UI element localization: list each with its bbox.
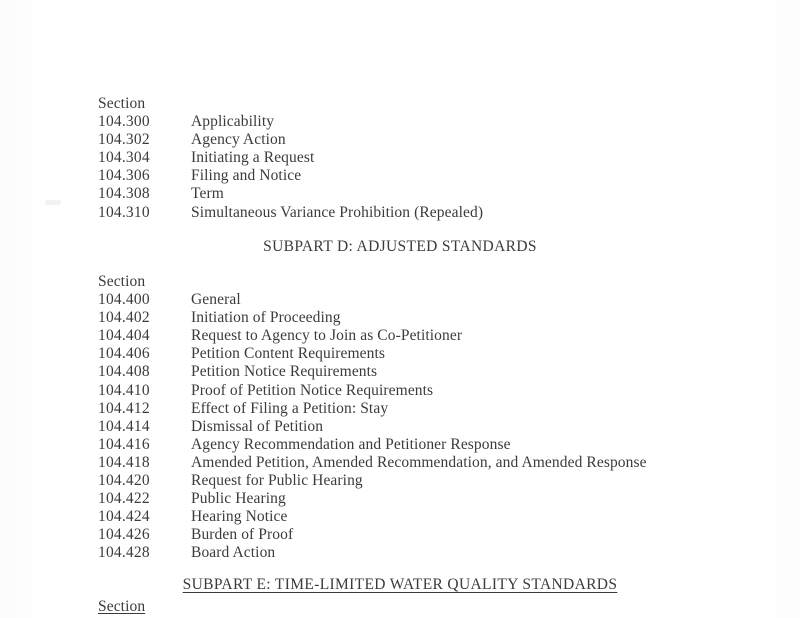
section-number: 104.308 — [98, 185, 150, 203]
table-row: 104.422 Public Hearing — [98, 490, 647, 508]
table-row: 104.304 Initiating a Request — [98, 149, 483, 167]
section-title: Effect of Filing a Petition: Stay — [191, 399, 389, 417]
section-title: Term — [191, 185, 224, 203]
table-row: 104.400 General — [98, 291, 647, 309]
section-number: 104.424 — [98, 508, 150, 526]
section-list-subpart-d: Section 104.400 General 104.402 Initiati… — [98, 273, 647, 563]
table-row: 104.426 Burden of Proof — [98, 526, 647, 544]
section-number: 104.420 — [98, 472, 150, 490]
section-number: 104.414 — [98, 417, 150, 435]
table-row: 104.300 Applicability — [98, 113, 483, 131]
section-number: 104.406 — [98, 345, 150, 363]
section-number: 104.404 — [98, 327, 150, 345]
section-number: 104.410 — [98, 381, 150, 399]
table-row: 104.404 Request to Agency to Join as Co-… — [98, 327, 647, 345]
section-number: 104.306 — [98, 167, 150, 185]
section-number: 104.300 — [98, 113, 150, 131]
section-title: Initiating a Request — [191, 149, 315, 167]
section-title: Amended Petition, Amended Recommendation… — [191, 453, 647, 471]
section-title: Request to Agency to Join as Co-Petition… — [191, 327, 463, 345]
scan-artifact-speck — [45, 200, 61, 205]
section-title: Initiation of Proceeding — [191, 309, 341, 327]
table-row: 104.416 Agency Recommendation and Petiti… — [98, 436, 647, 454]
table-row: 104.302 Agency Action — [98, 131, 483, 149]
subpart-e-heading-text: SUBPART E: TIME-LIMITED WATER QUALITY ST… — [182, 576, 618, 593]
table-row: 104.412 Effect of Filing a Petition: Sta… — [98, 400, 647, 418]
section-title: Dismissal of Petition — [191, 417, 324, 435]
table-row: 104.406 Petition Content Requirements — [98, 345, 647, 363]
section-number: 104.428 — [98, 544, 150, 562]
section-title: Hearing Notice — [191, 508, 288, 526]
section-number: 104.416 — [98, 435, 150, 453]
section-number: 104.422 — [98, 490, 150, 508]
table-row: 104.408 Petition Notice Requirements — [98, 363, 647, 381]
table-row: 104.420 Request for Public Hearing — [98, 472, 647, 490]
section-title: General — [191, 291, 241, 309]
section-title: Simultaneous Variance Prohibition (Repea… — [191, 203, 484, 221]
section-title: Public Hearing — [191, 490, 286, 508]
section-number: 104.302 — [98, 131, 150, 149]
section-title: Petition Notice Requirements — [191, 363, 378, 381]
section-title: Board Action — [191, 544, 276, 562]
section-title: Request for Public Hearing — [191, 472, 363, 490]
section-number: 104.408 — [98, 363, 150, 381]
section-number: 104.418 — [98, 453, 150, 471]
section-column-header-bottom: Section — [98, 598, 146, 615]
table-row: 104.410 Proof of Petition Notice Require… — [98, 382, 647, 400]
subpart-e-heading: SUBPART E: TIME-LIMITED WATER QUALITY ST… — [0, 576, 800, 594]
section-number: 104.412 — [98, 399, 150, 417]
section-title: Burden of Proof — [191, 526, 294, 544]
section-title: Applicability — [191, 113, 275, 131]
table-row: 104.306 Filing and Notice — [98, 167, 483, 185]
table-row: 104.424 Hearing Notice — [98, 508, 647, 526]
table-row: 104.428 Board Action — [98, 544, 647, 562]
section-title: Filing and Notice — [191, 167, 302, 185]
section-title: Agency Recommendation and Petitioner Res… — [191, 435, 511, 453]
section-number: 104.310 — [98, 203, 150, 221]
table-row: 104.414 Dismissal of Petition — [98, 418, 647, 436]
section-list-subpart-c-tail: Section 104.300 Applicability 104.302 Ag… — [98, 95, 483, 222]
section-column-header: Section — [98, 95, 146, 112]
section-number: 104.304 — [98, 149, 150, 167]
section-title: Petition Content Requirements — [191, 345, 386, 363]
section-number: 104.426 — [98, 526, 150, 544]
table-row: 104.310 Simultaneous Variance Prohibitio… — [98, 204, 483, 222]
section-column-header: Section — [98, 273, 146, 290]
table-row: 104.418 Amended Petition, Amended Recomm… — [98, 454, 647, 472]
section-title: Proof of Petition Notice Requirements — [191, 381, 434, 399]
section-number: 104.402 — [98, 309, 150, 327]
section-number: 104.400 — [98, 291, 150, 309]
subpart-d-heading: SUBPART D: ADJUSTED STANDARDS — [0, 238, 800, 256]
table-row: 104.308 Term — [98, 185, 483, 203]
table-row: 104.402 Initiation of Proceeding — [98, 309, 647, 327]
section-title: Agency Action — [191, 131, 286, 149]
subpart-d-heading-text: SUBPART D: ADJUSTED STANDARDS — [263, 238, 537, 255]
